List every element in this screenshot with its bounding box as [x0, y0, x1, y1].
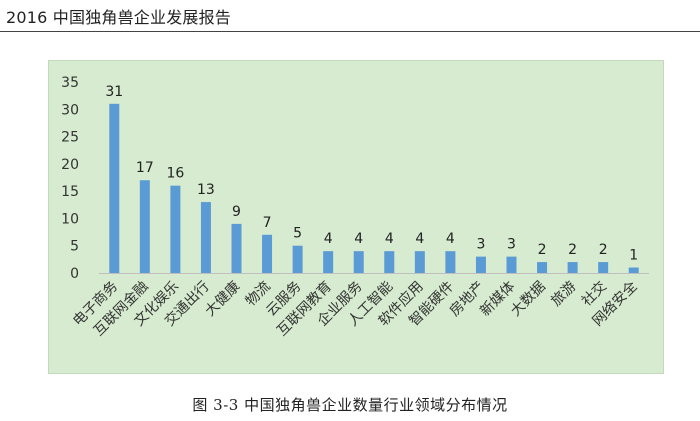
bar-18 [628, 267, 639, 273]
y-tick-label: 10 [61, 211, 79, 227]
y-tick-label: 15 [61, 184, 79, 200]
bar-13 [475, 256, 486, 273]
bar-9 [353, 251, 364, 273]
data-label: 9 [232, 204, 241, 220]
data-label: 16 [166, 166, 184, 182]
bar-12 [445, 251, 456, 273]
data-label: 3 [476, 237, 485, 253]
bar-11 [414, 251, 425, 273]
bar-3 [170, 185, 181, 273]
bar-7 [292, 245, 303, 273]
report-header-title: 2016 中国独角兽企业发展报告 [6, 8, 232, 27]
y-tick-label: 20 [61, 157, 79, 173]
x-tick-label: 大健康 [202, 278, 244, 320]
bar-5 [231, 223, 242, 273]
data-label: 2 [599, 242, 608, 258]
data-label: 4 [446, 231, 455, 247]
bar-chart: 0510152025303531电子商务17互联网金融16文化娱乐13交通出行9… [61, 75, 649, 339]
data-label: 5 [293, 226, 302, 242]
bar-6 [262, 234, 273, 273]
bar-4 [200, 202, 211, 273]
bar-16 [567, 262, 578, 273]
data-label: 4 [324, 231, 333, 247]
chart-area: 0 5 10 15 20 25 30 35 31 电子商务 17 互联网金融 16 文化娱乐 13 交通出行 9… [48, 60, 664, 374]
x-tick-label: 旅游 [548, 279, 579, 310]
data-label: 3 [507, 237, 516, 253]
bar-15 [537, 262, 548, 273]
data-label: 4 [354, 231, 363, 247]
bar-10 [384, 251, 395, 273]
bar-14 [506, 256, 517, 273]
y-tick-label: 25 [61, 130, 79, 146]
x-tick-label: 大数据 [508, 279, 549, 320]
data-label: 17 [136, 160, 154, 176]
bar-2 [139, 180, 150, 273]
data-label: 13 [197, 182, 215, 198]
data-label: 2 [568, 242, 577, 258]
data-label: 2 [538, 242, 547, 258]
bar-17 [598, 262, 609, 273]
figure-caption: 图 3-3 中国独角兽企业数量行业领域分布情况 [192, 396, 508, 414]
data-label: 7 [263, 215, 272, 231]
header-divider [0, 31, 700, 32]
bar-8 [323, 251, 334, 273]
bar-1 [109, 103, 120, 273]
data-label: 4 [415, 231, 424, 247]
y-tick-label: 30 [61, 102, 79, 118]
y-tick-label: 5 [70, 239, 79, 255]
data-label: 4 [385, 231, 394, 247]
data-label: 31 [105, 84, 123, 100]
y-tick-label: 0 [70, 266, 79, 282]
data-label: 1 [629, 248, 638, 264]
y-tick-label: 35 [61, 75, 79, 91]
